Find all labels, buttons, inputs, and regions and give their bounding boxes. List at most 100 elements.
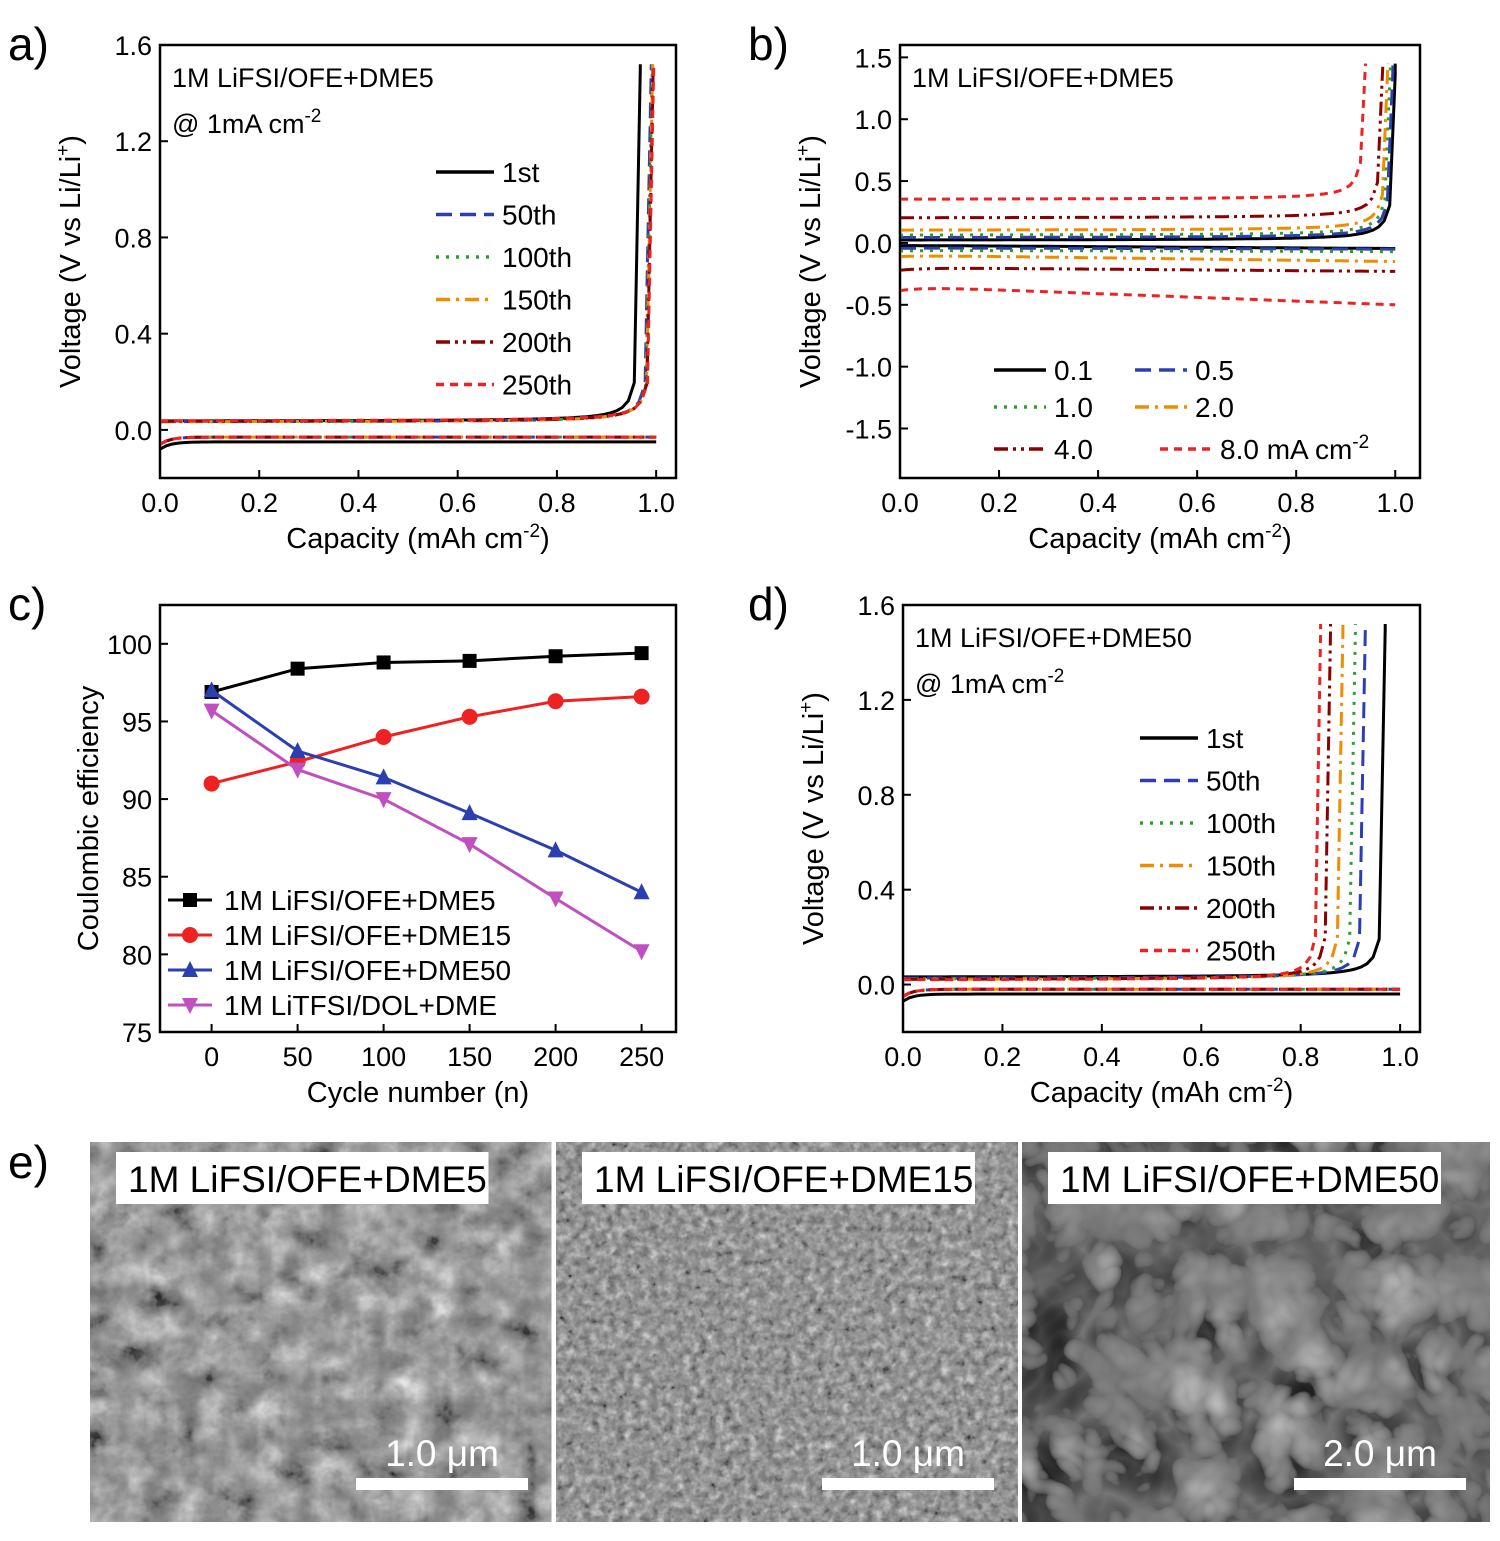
y-tick-label: 90 (122, 785, 152, 815)
data-point (376, 655, 391, 670)
data-point (462, 653, 477, 668)
series-plating-1st (161, 440, 657, 451)
series-line-0 (211, 651, 642, 694)
data-point (634, 646, 649, 661)
x-axis-label-close: ) (540, 523, 550, 555)
legend-label-0: 0.1 (1054, 355, 1093, 386)
series-1 (203, 688, 650, 792)
series-stripping-4 (901, 63, 1385, 220)
x-axis-label-base: Capacity (mAh cm (286, 523, 523, 555)
scale-bar (356, 1478, 528, 1490)
y-tick-label: 0.0 (854, 229, 892, 259)
x-axis-label-base: Capacity (mAh cm (1028, 523, 1265, 555)
data-point (547, 891, 564, 908)
chart-panel-d: 0.0 0.2 0.4 0.6 0.8 1.0 0.0 0.4 0.8 1.2 1.6 Capacit… (796, 591, 1422, 1109)
x-tick-label: 0 (204, 1042, 219, 1072)
sem-label-text: 1M LiFSI/OFE+DME5 (128, 1159, 487, 1200)
series-plating-250th (161, 435, 657, 446)
legend-label-0: 1M LiFSI/OFE+DME5 (224, 885, 496, 916)
sem-label-box (1048, 1152, 1441, 1204)
series-stripping-150th (161, 64, 655, 424)
x-tick-label: 100 (361, 1042, 406, 1072)
series-2 (203, 681, 650, 900)
legend-label-1: 1M LiFSI/OFE+DME15 (224, 920, 511, 951)
x-tick-label: 50 (283, 1042, 313, 1072)
y-tick-label: 0.5 (854, 167, 892, 197)
y-tick-label: -1.0 (845, 353, 892, 383)
annotation-current-base: @ 1mA cm (172, 109, 304, 139)
legend-label-100th: 100th (502, 242, 572, 273)
legend-label-2: 1.0 (1054, 392, 1093, 423)
x-axis-label-base: Capacity (mAh cm (1030, 1077, 1267, 1109)
legend-label-3: 1M LiTFSI/DOL+DME (224, 990, 497, 1021)
plot-frame (158, 603, 678, 1034)
series-stripping-5 (901, 63, 1367, 201)
data-point (375, 768, 392, 785)
x-tick-label: 150 (447, 1042, 492, 1072)
series-stripping-3 (901, 63, 1390, 232)
series-stripping-1 (901, 63, 1395, 239)
series-3 (203, 703, 650, 961)
series-plating-200th (161, 435, 657, 446)
series-lines (904, 624, 1401, 1003)
data-point (547, 693, 564, 710)
x-axis-label: Capacity (mAh cm-2) (286, 521, 549, 555)
y-tick-label: 1.2 (857, 686, 895, 716)
scale-bar-label: 1.0 μm (851, 1433, 965, 1474)
legend-label-100th: 100th (1206, 808, 1276, 839)
x-axis-label-base: Cycle number (n) (307, 1077, 529, 1109)
panel-label-b: b) (748, 18, 789, 70)
y-tick-label: 0.4 (857, 876, 895, 906)
scale-bar (822, 1478, 994, 1490)
y-tick-label: 95 (122, 707, 152, 737)
y-tick-label: 80 (122, 940, 152, 970)
y-tick-label: 0.8 (114, 223, 152, 253)
y-tick-label: 0.0 (114, 416, 152, 446)
x-tick-label: 1.0 (1376, 488, 1414, 518)
legend-label-4-base: 4.0 (1054, 434, 1093, 465)
x-tick-label: 0.4 (340, 488, 378, 518)
series-line-2 (210, 689, 643, 894)
series-plating-3 (901, 254, 1396, 263)
legend-label-250th: 250th (502, 370, 572, 401)
x-tick-label: 200 (533, 1042, 578, 1072)
x-tick-label: 0.6 (439, 488, 477, 518)
sem-texture (1022, 1142, 1490, 1522)
legend-label-200th: 200th (1206, 893, 1276, 924)
y-tick-label: 1.2 (114, 127, 152, 157)
panel-label-d: d) (748, 578, 789, 630)
data-point (375, 728, 392, 745)
x-tick-label: 0.0 (881, 488, 919, 518)
sem-label-text: 1M LiFSI/OFE+DME50 (1060, 1159, 1439, 1200)
legend-marker-0 (183, 893, 197, 907)
series-plating-1 (901, 246, 1396, 251)
y-tick-label: 1.6 (114, 31, 152, 61)
x-tick-label: 250 (619, 1042, 664, 1072)
legend-label-0-base: 0.1 (1054, 355, 1093, 386)
y-axis-label-close: ) (55, 135, 87, 145)
plot-frame (158, 43, 678, 480)
x-tick-label: 0.2 (240, 488, 278, 518)
legend-label-50th: 50th (502, 200, 557, 231)
sem-texture (556, 1142, 1018, 1522)
x-tick-label: 0.8 (1277, 488, 1315, 518)
legend-label-5-base: 8.0 mA cm (1220, 434, 1352, 465)
x-tick-label: 0.2 (980, 488, 1018, 518)
panel-label-c: c) (8, 578, 46, 630)
y-tick-label: 1.6 (857, 591, 895, 621)
x-tick-label: 0.8 (1282, 1042, 1320, 1072)
scale-bar-label: 2.0 μm (1323, 1433, 1437, 1474)
chart-panel-a: 0.0 0.2 0.4 0.6 0.8 1.0 0.0 0.4 0.8 1.2 1.6 Capacit… (53, 31, 678, 555)
series-line-1 (211, 695, 642, 786)
y-tick-label: -1.5 (845, 415, 892, 445)
sem-image-2: 1M LiFSI/OFE+DME15 1.0 μm (556, 1142, 1018, 1522)
series-lines (161, 64, 657, 451)
y-tick-label: 0.4 (114, 320, 152, 350)
data-point (633, 688, 650, 705)
x-axis-label-sup: -2 (523, 521, 540, 542)
x-axis-label: Capacity (mAh cm-2) (1030, 1075, 1293, 1109)
data-point (289, 741, 306, 758)
legend-label-3: 2.0 (1195, 392, 1234, 423)
legend-label-3-base: 2.0 (1195, 392, 1234, 423)
